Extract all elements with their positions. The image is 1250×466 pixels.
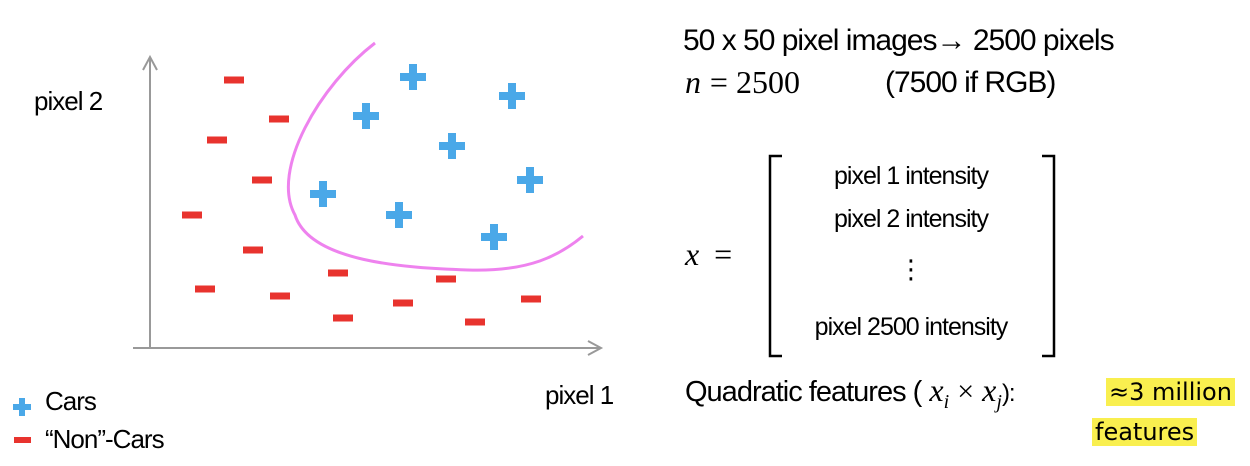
decision-boundary	[286, 41, 584, 272]
y-axis-label: pixel 2	[34, 86, 103, 116]
minus-marker	[252, 176, 272, 184]
minus-marker	[333, 314, 353, 322]
minus-marker	[393, 299, 413, 307]
highlight-million: ≈3 million	[1106, 378, 1235, 406]
quad-subscript-j: j	[996, 390, 1002, 413]
legend-noncars-label: “Non”-Cars	[45, 424, 165, 454]
y-axis-arrowhead	[142, 54, 158, 71]
quad-subscript-i: i	[943, 390, 950, 413]
quad-prefix: Quadratic features (	[685, 376, 922, 408]
matrix-row-ellipsis: ⋮	[898, 255, 924, 285]
quad-xi: x	[929, 372, 944, 408]
quad-xj: x	[982, 372, 997, 408]
plus-marker	[310, 181, 336, 207]
n-equation: n = 2500	[685, 64, 800, 101]
minus-marker	[521, 295, 541, 303]
quad-times: ×	[957, 375, 975, 408]
matrix-row-last: pixel 2500 intensity	[814, 313, 1009, 341]
plus-marker	[517, 167, 543, 193]
x-variable: x	[685, 236, 700, 272]
minus-markers	[182, 76, 541, 326]
right-bracket	[1042, 154, 1056, 358]
legend-cars-label: Cars	[45, 386, 97, 416]
plus-marker	[439, 133, 465, 159]
pixel-count-line: 50 x 50 pixel images→ 2500 pixels	[683, 24, 1115, 57]
plus-marker	[400, 64, 426, 90]
left-bracket	[768, 154, 782, 358]
minus-marker	[270, 292, 290, 300]
minus-marker	[436, 275, 456, 283]
n-value: = 2500	[709, 64, 800, 100]
minus-marker	[224, 76, 244, 84]
plus-markers	[310, 64, 543, 250]
equals-sign: =	[714, 236, 733, 272]
minus-marker	[328, 269, 348, 277]
scatter-plot	[13, 41, 604, 443]
minus-marker	[195, 285, 215, 293]
highlight-features: features	[1092, 418, 1198, 446]
n-variable: n	[685, 64, 701, 100]
million-features-2: features	[1092, 418, 1198, 446]
matrix-row-1: pixel 1 intensity	[834, 162, 989, 190]
plus-marker	[499, 83, 525, 109]
x-axis-label: pixel 1	[545, 380, 614, 410]
minus-marker	[465, 318, 485, 326]
matrix-brackets	[768, 154, 1056, 358]
rgb-note: (7500 if RGB)	[885, 66, 1056, 99]
x-equation: x =	[685, 236, 732, 273]
plus-marker	[386, 202, 412, 228]
plus-marker	[353, 103, 379, 129]
minus-marker	[243, 246, 263, 254]
quadratic-features-line: Quadratic features ( xi × xj):	[685, 372, 1016, 414]
quad-suffix: ):	[1001, 380, 1016, 407]
x-axis-arrowhead	[587, 340, 604, 356]
legend-minus-marker	[14, 437, 31, 443]
minus-marker	[207, 136, 227, 144]
plus-marker	[481, 224, 507, 250]
minus-marker	[182, 211, 202, 219]
minus-marker	[269, 115, 289, 123]
million-features-1: ≈3 million	[1106, 378, 1235, 406]
legend-plus-marker	[13, 398, 31, 416]
matrix-row-2: pixel 2 intensity	[834, 205, 989, 233]
